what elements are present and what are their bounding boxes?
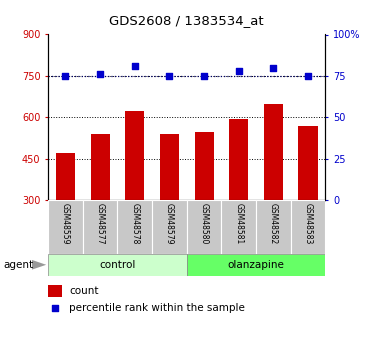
Bar [48, 285, 62, 297]
Bar [187, 200, 221, 254]
Bar [221, 200, 256, 254]
Text: olanzapine: olanzapine [228, 260, 285, 270]
Point [62, 73, 69, 79]
Bar [160, 134, 179, 200]
Bar [187, 254, 325, 276]
Point [201, 73, 207, 79]
Bar [264, 104, 283, 200]
Text: GSM48579: GSM48579 [165, 203, 174, 244]
Text: count: count [69, 286, 99, 296]
Text: percentile rank within the sample: percentile rank within the sample [69, 303, 245, 313]
Text: GSM48581: GSM48581 [234, 203, 243, 244]
Bar [48, 200, 83, 254]
Point [236, 68, 242, 74]
Text: GDS2608 / 1383534_at: GDS2608 / 1383534_at [109, 14, 264, 27]
Bar [229, 119, 248, 200]
Polygon shape [32, 260, 46, 270]
Bar [298, 126, 318, 200]
Text: GSM48559: GSM48559 [61, 203, 70, 244]
Bar [194, 132, 214, 200]
Text: GSM48583: GSM48583 [303, 203, 313, 244]
Text: GSM48582: GSM48582 [269, 203, 278, 244]
Bar [291, 200, 325, 254]
Point [305, 73, 311, 79]
Text: GSM48577: GSM48577 [95, 203, 105, 244]
Bar [56, 153, 75, 200]
Bar [152, 200, 187, 254]
Text: agent: agent [4, 260, 34, 270]
Point [132, 63, 138, 69]
Text: control: control [99, 260, 136, 270]
Bar [117, 200, 152, 254]
Bar [90, 134, 110, 200]
Point [97, 71, 103, 77]
Text: GSM48580: GSM48580 [199, 203, 209, 244]
Bar [48, 254, 187, 276]
Text: GSM48578: GSM48578 [130, 203, 139, 244]
Point [270, 65, 276, 70]
Bar [83, 200, 117, 254]
Point [166, 73, 172, 79]
Bar [125, 111, 144, 200]
Bar [256, 200, 291, 254]
Point [52, 305, 58, 310]
